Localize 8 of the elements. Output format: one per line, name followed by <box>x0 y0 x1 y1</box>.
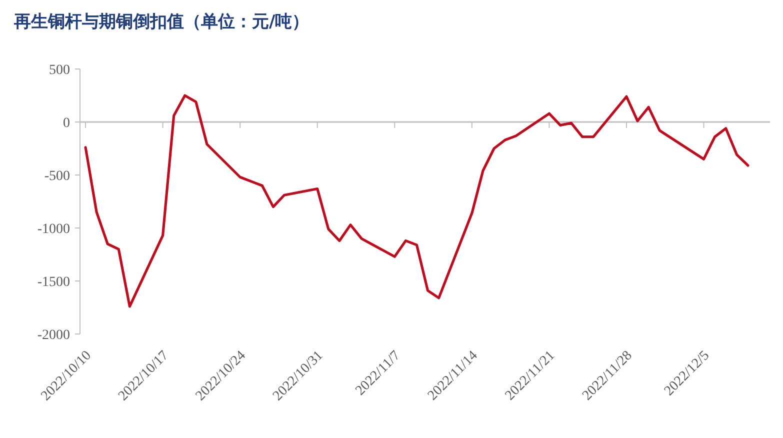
chart-title: 再生铜杆与期铜倒扣值（单位：元/吨） <box>13 12 310 32</box>
y-tick-label: -1000 <box>37 222 70 237</box>
line-series <box>84 94 750 308</box>
y-tick-label: -500 <box>44 169 70 184</box>
y-tick-label: 0 <box>63 116 70 131</box>
y-tick-label: -1500 <box>37 275 70 290</box>
y-tick-label: -2000 <box>37 328 70 343</box>
y-tick-label: 500 <box>49 63 70 78</box>
